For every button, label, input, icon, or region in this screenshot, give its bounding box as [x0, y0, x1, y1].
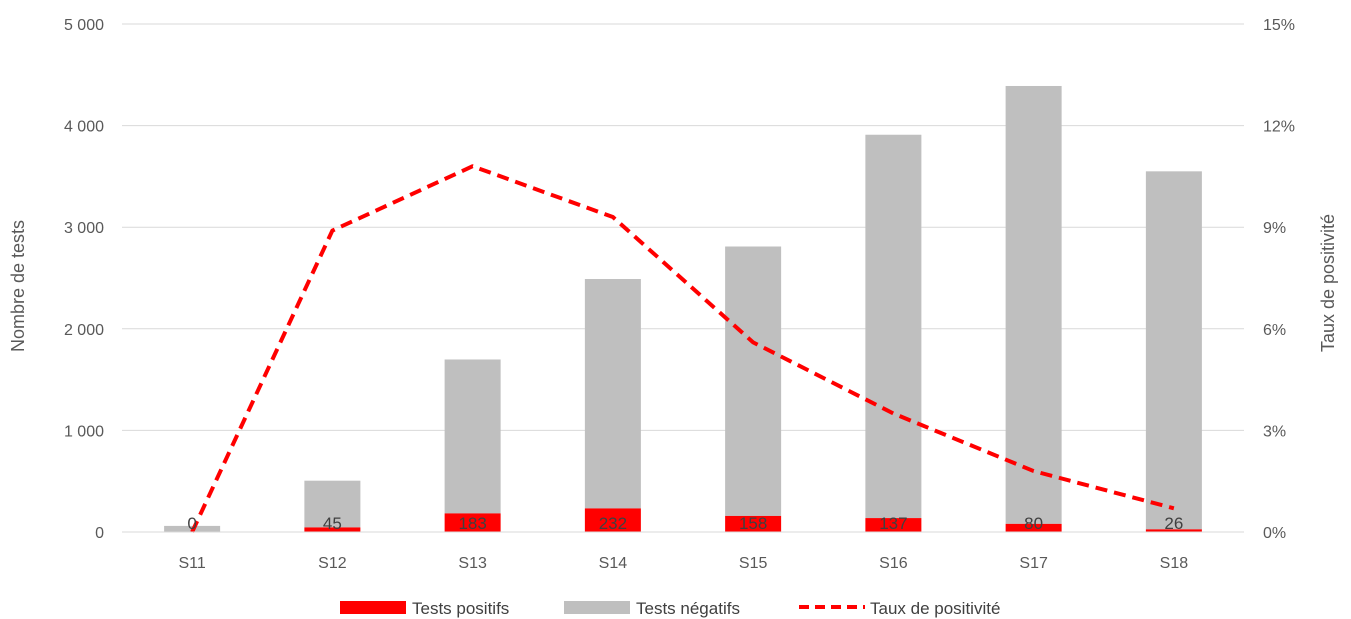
positivity-line — [190, 164, 1175, 533]
data-label-positifs: 45 — [323, 514, 342, 533]
x-tick-label: S12 — [318, 555, 347, 572]
y2-tick-label: 3% — [1263, 423, 1286, 440]
legend-label-negatifs: Tests négatifs — [636, 599, 740, 618]
bar-negatifs — [444, 359, 501, 514]
legend-item-positifs: Tests positifs — [340, 599, 509, 618]
bar-positifs — [584, 508, 641, 532]
bar-positifs — [304, 527, 361, 532]
bar-positifs — [725, 515, 782, 532]
legend-label-positifs: Tests positifs — [412, 599, 509, 618]
y2-tick-label: 12% — [1263, 119, 1295, 136]
bar-negatifs — [584, 279, 641, 509]
x-tick-label: S17 — [1019, 555, 1048, 572]
y-tick-label: 4 000 — [64, 119, 104, 136]
y2-tick-label: 15% — [1263, 17, 1295, 34]
bar-positifs — [444, 513, 501, 532]
x-tick-label: S11 — [178, 555, 205, 572]
y2-axis: 0% 3% 6% 9% 12% 15% — [1263, 17, 1295, 542]
positivity-line-layer — [190, 164, 1175, 533]
data-labels: 0 45 183 232 158 137 80 26 — [187, 514, 1183, 533]
y2-tick-label: 0% — [1263, 525, 1286, 542]
x-tick-label: S18 — [1160, 555, 1189, 572]
data-label-positifs: 0 — [187, 514, 196, 533]
y2-tick-label: 9% — [1263, 220, 1286, 237]
legend-swatch-negatifs — [564, 601, 630, 614]
y2-axis-title: Taux de positivité — [1318, 214, 1338, 352]
x-tick-label: S16 — [879, 555, 908, 572]
y-tick-label: 5 000 — [64, 17, 104, 34]
y-axis-title: Nombre de tests — [8, 220, 28, 352]
bar-negatifs — [1145, 171, 1202, 530]
x-tick-label: S14 — [599, 555, 628, 572]
y-axis: 0 1 000 2 000 3 000 4 000 5 000 — [64, 17, 104, 542]
legend: Tests positifs Tests négatifs Taux de po… — [340, 599, 1000, 618]
legend-label-taux: Taux de positivité — [870, 599, 1000, 618]
legend-item-negatifs: Tests négatifs — [564, 599, 740, 618]
y-tick-label: 0 — [95, 525, 104, 542]
data-label-positifs: 158 — [739, 514, 767, 533]
bar-negatifs — [304, 480, 361, 528]
bars — [164, 85, 1202, 532]
y-tick-label: 1 000 — [64, 423, 104, 440]
legend-item-taux: Taux de positivité — [799, 599, 1000, 618]
bar-negatifs — [1005, 85, 1062, 524]
data-label-positifs: 80 — [1024, 514, 1043, 533]
legend-swatch-positifs — [340, 601, 406, 614]
x-axis: S11 S12 S13 S14 S15 S16 S17 S18 — [122, 531, 1244, 572]
x-tick-label: S15 — [739, 555, 768, 572]
y-tick-label: 3 000 — [64, 220, 104, 237]
bar-negatifs — [865, 134, 922, 519]
bar-negatifs — [725, 246, 782, 516]
bar-positifs — [1145, 529, 1202, 532]
data-label-positifs: 137 — [879, 514, 907, 533]
bar-positifs — [1005, 523, 1062, 532]
gridlines — [122, 23, 1244, 431]
x-tick-label: S13 — [458, 555, 487, 572]
data-label-positifs: 26 — [1164, 514, 1183, 533]
y-tick-label: 2 000 — [64, 322, 104, 339]
bar-positifs — [865, 518, 922, 532]
y2-tick-label: 6% — [1263, 322, 1286, 339]
data-label-positifs: 183 — [458, 514, 486, 533]
data-label-positifs: 232 — [599, 514, 627, 533]
